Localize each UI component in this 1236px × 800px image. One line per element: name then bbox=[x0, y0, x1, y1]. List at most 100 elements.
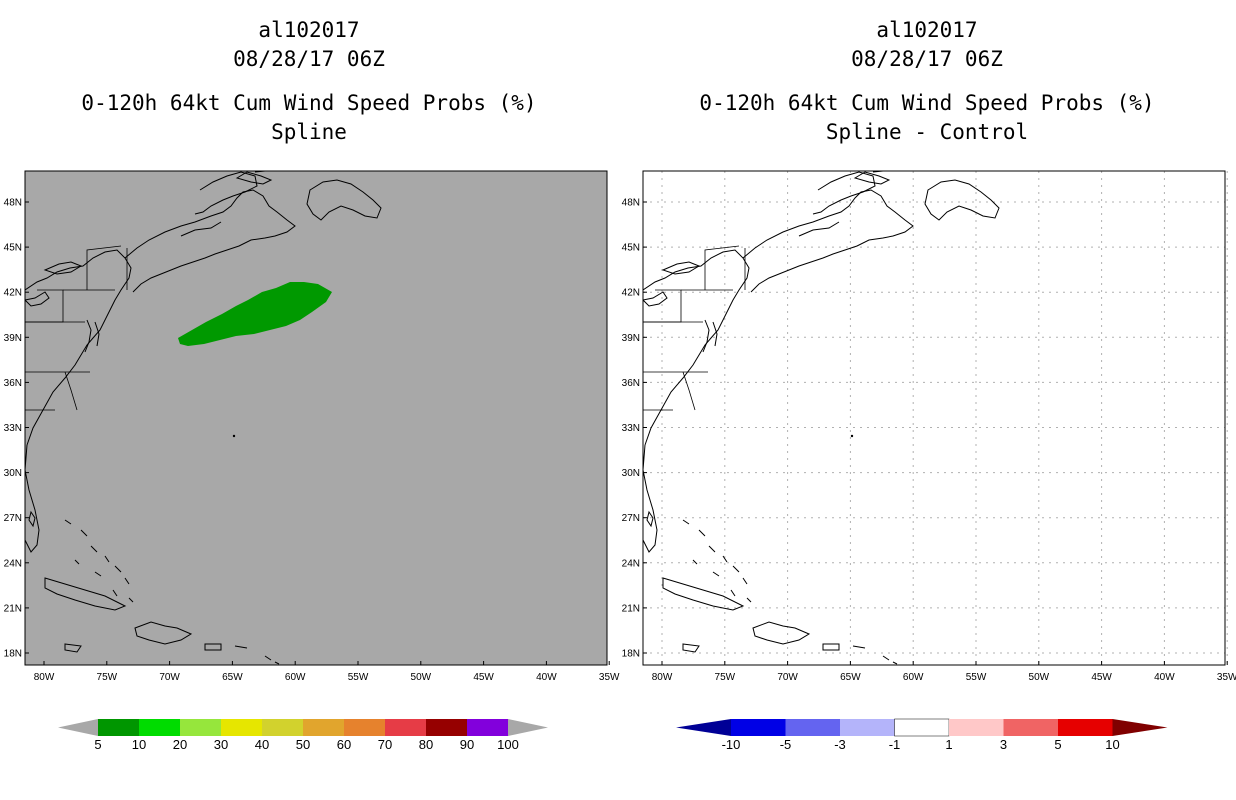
right-colorbar-label: -10 bbox=[722, 737, 741, 752]
left-map-frame bbox=[24, 170, 608, 666]
right-colorbar-label: 3 bbox=[1000, 737, 1007, 752]
left-colorbar-swatch bbox=[426, 719, 467, 736]
right-title-product: 0-120h 64kt Cum Wind Speed Probs (%) bbox=[699, 91, 1154, 115]
left-lat-label: 39N bbox=[4, 333, 22, 344]
left-colorbar-swatch bbox=[180, 719, 221, 736]
left-colorbar-label: 100 bbox=[497, 737, 519, 752]
left-colorbar-swatch bbox=[303, 719, 344, 736]
left-probability-area bbox=[178, 282, 332, 346]
left-lat-label: 27N bbox=[4, 513, 22, 524]
right-lon-label: 80W bbox=[652, 672, 673, 683]
right-lon-label: 75W bbox=[715, 672, 736, 683]
right-colorbar-swatch bbox=[949, 719, 1004, 736]
right-title-storm-id: al102017 bbox=[876, 18, 977, 42]
left-lon-label: 35W bbox=[599, 672, 620, 683]
left-lon-label: 45W bbox=[473, 672, 494, 683]
right-lat-label: 18N bbox=[622, 649, 640, 660]
right-lat-label: 33N bbox=[622, 423, 640, 434]
right-colorbar-label: 5 bbox=[1054, 737, 1061, 752]
left-lat-label: 30N bbox=[4, 468, 22, 479]
left-lat-label: 24N bbox=[4, 558, 22, 569]
left-lat-label: 48N bbox=[4, 198, 22, 209]
left-colorbar-swatch bbox=[344, 719, 385, 736]
left-lon-label: 80W bbox=[34, 672, 55, 683]
left-title-product: 0-120h 64kt Cum Wind Speed Probs (%) bbox=[81, 91, 536, 115]
left-colorbar-swatch bbox=[98, 719, 139, 736]
left-lon-label: 60W bbox=[285, 672, 306, 683]
right-lat-label: 27N bbox=[622, 513, 640, 524]
right-title-datetime: 08/28/17 06Z bbox=[851, 47, 1003, 71]
left-colorbar-swatch bbox=[262, 719, 303, 736]
right-lat-label: 30N bbox=[622, 468, 640, 479]
right-lat-label: 45N bbox=[622, 243, 640, 254]
right-map-gridlines bbox=[643, 171, 1228, 665]
left-title-block: al102017 08/28/17 06Z 0-120h 64kt Cum Wi… bbox=[81, 18, 536, 144]
left-lat-label: 45N bbox=[4, 243, 22, 254]
left-colorbar-label: 5 bbox=[94, 737, 101, 752]
right-colorbar-swatch bbox=[731, 719, 786, 736]
right-lon-label: 35W bbox=[1217, 672, 1236, 683]
left-lat-label: 36N bbox=[4, 378, 22, 389]
right-colorbar: -10 -5 -3 -1 1 3 5 10 bbox=[676, 718, 1168, 752]
right-map-background bbox=[643, 171, 1225, 665]
left-colorbar-low-arrow bbox=[58, 719, 98, 736]
right-lat-label: 21N bbox=[622, 603, 640, 614]
left-title-datetime: 08/28/17 06Z bbox=[233, 47, 385, 71]
left-colorbar-label: 80 bbox=[419, 737, 433, 752]
right-lon-label: 40W bbox=[1154, 672, 1175, 683]
left-colorbar-label: 10 bbox=[132, 737, 146, 752]
left-title-storm-id: al102017 bbox=[258, 18, 359, 42]
left-colorbar-swatch bbox=[139, 719, 180, 736]
right-axis-ticks: 48N 45N 42N 39N 36N 33N 30N 27N 24N 21N 18N 80W 75W 7… bbox=[622, 198, 1236, 684]
left-colorbar-label: 90 bbox=[460, 737, 474, 752]
right-lat-label: 39N bbox=[622, 333, 640, 344]
right-map-frame bbox=[642, 170, 1226, 666]
right-lon-label: 55W bbox=[966, 672, 987, 683]
left-map: 48N 45N 42N 39N 36N 33N 30N 27N 24N 21N 18N 80W 75W 7… bbox=[4, 170, 620, 684]
left-colorbar-label: 70 bbox=[378, 737, 392, 752]
left-lon-label: 75W bbox=[97, 672, 118, 683]
left-colorbar-swatch bbox=[467, 719, 508, 736]
right-lon-label: 60W bbox=[903, 672, 924, 683]
right-colorbar-low-arrow bbox=[676, 719, 731, 736]
left-map-background bbox=[25, 171, 607, 665]
left-lat-label: 33N bbox=[4, 423, 22, 434]
right-lat-label: 42N bbox=[622, 288, 640, 299]
left-lat-label: 18N bbox=[4, 649, 22, 660]
left-lon-label: 65W bbox=[222, 672, 243, 683]
right-colorbar-swatch bbox=[894, 718, 950, 737]
right-colorbar-swatch bbox=[785, 719, 840, 736]
right-colorbar-label: 1 bbox=[945, 737, 952, 752]
right-lat-label: 36N bbox=[622, 378, 640, 389]
left-lon-label: 50W bbox=[411, 672, 432, 683]
left-lon-label: 55W bbox=[348, 672, 369, 683]
right-colorbar-swatch bbox=[840, 719, 895, 736]
left-colorbar-label: 20 bbox=[173, 737, 187, 752]
right-lon-label: 45W bbox=[1091, 672, 1112, 683]
left-colorbar: 5 10 20 30 40 50 60 70 80 90 100 bbox=[58, 719, 548, 752]
right-lat-label: 48N bbox=[622, 198, 640, 209]
right-map: 48N 45N 42N 39N 36N 33N 30N 27N 24N 21N 18N 80W 75W 7… bbox=[622, 170, 1236, 684]
right-lon-label: 70W bbox=[777, 672, 798, 683]
left-colorbar-label: 40 bbox=[255, 737, 269, 752]
left-colorbar-swatch bbox=[221, 719, 262, 736]
left-colorbar-label: 50 bbox=[296, 737, 310, 752]
right-lon-label: 65W bbox=[840, 672, 861, 683]
right-colorbar-label: -3 bbox=[834, 737, 846, 752]
right-colorbar-swatch bbox=[1058, 719, 1113, 736]
left-axis-ticks: 48N 45N 42N 39N 36N 33N 30N 27N 24N 21N 18N 80W 75W 7… bbox=[4, 198, 620, 684]
right-lat-label: 24N bbox=[622, 558, 640, 569]
left-lat-label: 42N bbox=[4, 288, 22, 299]
right-colorbar-label: -1 bbox=[889, 737, 901, 752]
right-lon-label: 50W bbox=[1029, 672, 1050, 683]
left-colorbar-label: 30 bbox=[214, 737, 228, 752]
right-map-coastlines bbox=[643, 171, 1000, 665]
right-title-block: al102017 08/28/17 06Z 0-120h 64kt Cum Wi… bbox=[699, 18, 1154, 144]
right-title-method: Spline - Control bbox=[826, 120, 1028, 144]
right-colorbar-label: 10 bbox=[1105, 737, 1119, 752]
left-colorbar-swatch bbox=[385, 719, 426, 736]
left-lon-label: 70W bbox=[159, 672, 180, 683]
right-colorbar-high-arrow bbox=[1112, 719, 1168, 736]
right-colorbar-swatch bbox=[1003, 719, 1058, 736]
